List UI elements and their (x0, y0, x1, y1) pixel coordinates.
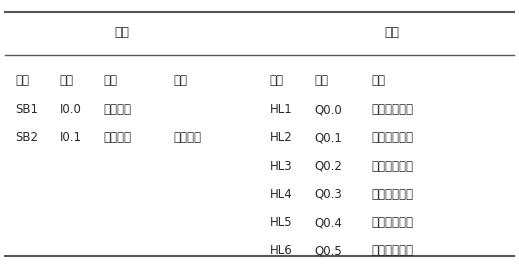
Text: 东西方向红灯: 东西方向红灯 (371, 188, 413, 201)
Text: SB2: SB2 (16, 131, 38, 144)
Text: 停止按钮: 停止按钮 (104, 131, 132, 144)
Text: Q0.1: Q0.1 (314, 131, 342, 144)
Text: SB1: SB1 (16, 103, 38, 116)
Text: Q0.3: Q0.3 (314, 188, 342, 201)
Text: 地址: 地址 (314, 74, 328, 87)
Text: 东西方向黄灯: 东西方向黄灯 (371, 244, 413, 257)
Text: HL1: HL1 (270, 103, 293, 116)
Text: Q0.5: Q0.5 (314, 244, 342, 257)
Text: HL6: HL6 (270, 244, 293, 257)
Text: Q0.0: Q0.0 (314, 103, 342, 116)
Text: 外接常闭: 外接常闭 (174, 131, 202, 144)
Text: 输出: 输出 (385, 26, 399, 40)
Text: 输入: 输入 (115, 26, 129, 40)
Text: I0.1: I0.1 (60, 131, 81, 144)
Text: 东西方向绿灯: 东西方向绿灯 (371, 216, 413, 229)
Text: 符号: 符号 (16, 74, 30, 87)
Text: 启动按钮: 启动按钮 (104, 103, 132, 116)
Text: Q0.2: Q0.2 (314, 159, 342, 173)
Text: 南北方向绿灯: 南北方向绿灯 (371, 131, 413, 144)
Text: I0.0: I0.0 (60, 103, 81, 116)
Text: 备注: 备注 (174, 74, 188, 87)
Text: 符号: 符号 (270, 74, 284, 87)
Text: 功能: 功能 (371, 74, 385, 87)
Text: HL5: HL5 (270, 216, 293, 229)
Text: 功能: 功能 (104, 74, 118, 87)
Text: HL3: HL3 (270, 159, 293, 173)
Text: HL4: HL4 (270, 188, 293, 201)
Text: HL2: HL2 (270, 131, 293, 144)
Text: 地址: 地址 (60, 74, 74, 87)
Text: 南北方向黄灯: 南北方向黄灯 (371, 159, 413, 173)
Text: Q0.4: Q0.4 (314, 216, 342, 229)
Text: 南北方向红灯: 南北方向红灯 (371, 103, 413, 116)
